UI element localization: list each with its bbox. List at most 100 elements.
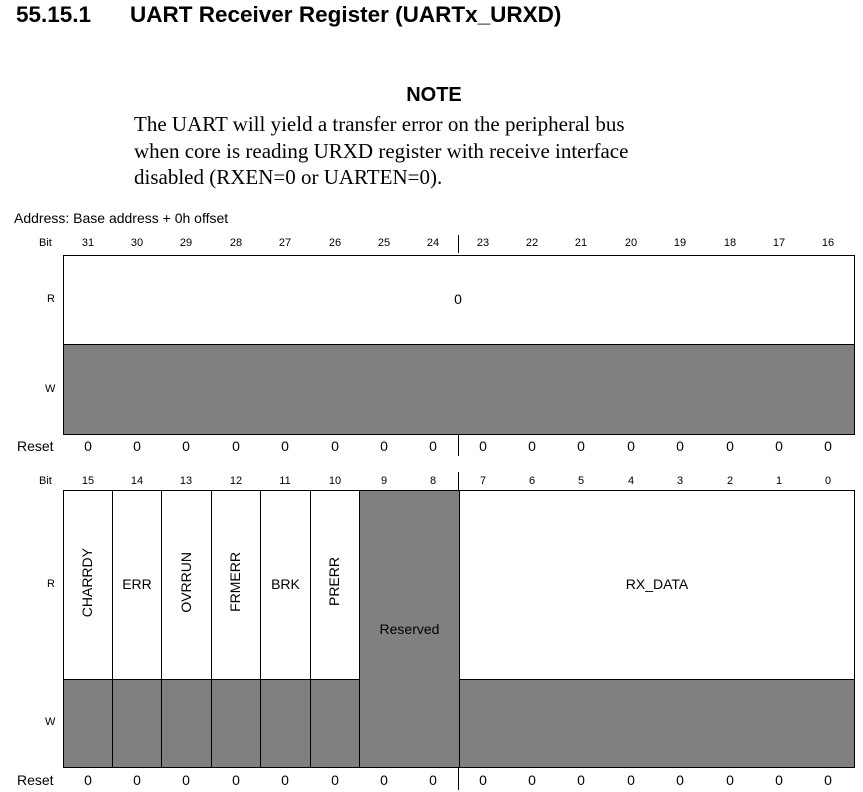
page-title: 55.15.1 UART Receiver Register (UARTx_URX… (16, 2, 561, 28)
field-prerr: PRERR (310, 490, 360, 680)
reset-value: 0 (627, 438, 635, 454)
bit-number: 28 (229, 237, 243, 249)
bit-number: 18 (723, 237, 737, 249)
bit-number: 2 (726, 475, 734, 487)
bit-number: 20 (624, 237, 638, 249)
byte-divider (458, 435, 459, 456)
reset-value: 0 (676, 438, 684, 454)
bit-number: 27 (278, 237, 292, 249)
bit-row-label: Bit (39, 475, 52, 487)
bit-row-label: Bit (39, 237, 52, 249)
reset-value: 0 (380, 772, 388, 788)
reset-value: 0 (528, 438, 536, 454)
reset-value: 0 (182, 438, 190, 454)
upper-write-field (63, 344, 855, 435)
note-line: disabled (RXEN=0 or UARTEN=0). (134, 165, 443, 189)
byte-divider (458, 235, 459, 253)
write-cell (112, 679, 162, 768)
reset-value: 0 (775, 438, 783, 454)
reset-value: 0 (281, 772, 289, 788)
bit-number: 26 (328, 237, 342, 249)
bit-number: 4 (627, 475, 635, 487)
reset-value: 0 (775, 772, 783, 788)
write-cell (161, 679, 212, 768)
note-line: when core is reading URXD register with … (134, 138, 629, 163)
reset-value: 0 (133, 438, 141, 454)
bit-number: 3 (676, 475, 684, 487)
field-reserved: Reserved (359, 490, 460, 768)
reset-value: 0 (824, 772, 832, 788)
field-frmerr-label: FRMERR (227, 552, 243, 612)
bit-number: 29 (179, 237, 193, 249)
note-heading: NOTE (406, 84, 462, 106)
field-ovrrun-label: OVRRUN (178, 552, 194, 613)
bit-number: 21 (574, 237, 588, 249)
upper-read-value: 0 (454, 291, 462, 307)
read-row-label: R (47, 578, 55, 590)
bit-number: 22 (525, 237, 539, 249)
bit-number: 10 (328, 475, 342, 487)
write-row-label: W (45, 716, 56, 728)
reset-value: 0 (182, 772, 190, 788)
reset-value: 0 (479, 438, 487, 454)
bit-number: 5 (577, 475, 585, 487)
field-frmerr: FRMERR (211, 490, 261, 680)
bit-number: 14 (130, 475, 144, 487)
bit-number: 12 (229, 475, 243, 487)
bit-number: 9 (380, 475, 388, 487)
note-line: The UART will yield a transfer error on … (134, 112, 625, 136)
field-charrdy: CHARRDY (63, 490, 113, 680)
reset-value: 0 (676, 772, 684, 788)
reset-value: 0 (726, 772, 734, 788)
reset-value: 0 (380, 438, 388, 454)
write-cell (459, 679, 855, 768)
write-cell (260, 679, 311, 768)
reset-value: 0 (232, 438, 240, 454)
bit-number: 6 (528, 475, 536, 487)
reset-value: 0 (331, 772, 339, 788)
bit-number: 19 (673, 237, 687, 249)
reset-value: 0 (331, 438, 339, 454)
reset-value: 0 (133, 772, 141, 788)
read-row-label: R (47, 293, 55, 305)
write-cell (63, 679, 113, 768)
write-cell (310, 679, 360, 768)
address-offset: Address: Base address + 0h offset (14, 210, 229, 226)
byte-divider (458, 768, 459, 790)
bit-number: 0 (824, 475, 832, 487)
reset-value: 0 (577, 772, 585, 788)
field-rx-data-label: RX_DATA (625, 576, 689, 592)
bit-number: 8 (429, 475, 437, 487)
bit-number: 15 (81, 475, 95, 487)
reset-value: 0 (232, 772, 240, 788)
reset-value: 0 (84, 438, 92, 454)
field-reserved-label: Reserved (379, 621, 440, 637)
bit-number: 11 (279, 475, 291, 487)
write-row-label: W (45, 383, 56, 395)
reset-value: 0 (577, 438, 585, 454)
field-err-label: ERR (122, 576, 152, 592)
reset-value: 0 (824, 438, 832, 454)
write-cell (211, 679, 261, 768)
bit-number: 13 (179, 475, 193, 487)
section-title: UART Receiver Register (UARTx_URXD) (130, 2, 562, 27)
reset-value: 0 (84, 772, 92, 788)
bit-number: 17 (772, 237, 786, 249)
reset-value: 0 (627, 772, 635, 788)
byte-divider (458, 472, 459, 491)
reset-value: 0 (281, 438, 289, 454)
section-number: 55.15.1 (16, 2, 92, 27)
bit-number: 30 (130, 237, 144, 249)
reset-row-label: Reset (17, 772, 54, 788)
field-rx-data: RX_DATA (459, 490, 855, 680)
reset-row-label: Reset (17, 438, 54, 454)
bit-number: 16 (821, 237, 835, 249)
reset-value: 0 (429, 438, 437, 454)
bit-number: 23 (476, 237, 490, 249)
field-brk-label: BRK (271, 576, 300, 592)
bit-number: 25 (377, 237, 391, 249)
field-prerr-label: PRERR (326, 557, 342, 607)
bit-number: 31 (81, 237, 95, 249)
reset-value: 0 (429, 772, 437, 788)
field-brk: BRK (260, 490, 311, 680)
